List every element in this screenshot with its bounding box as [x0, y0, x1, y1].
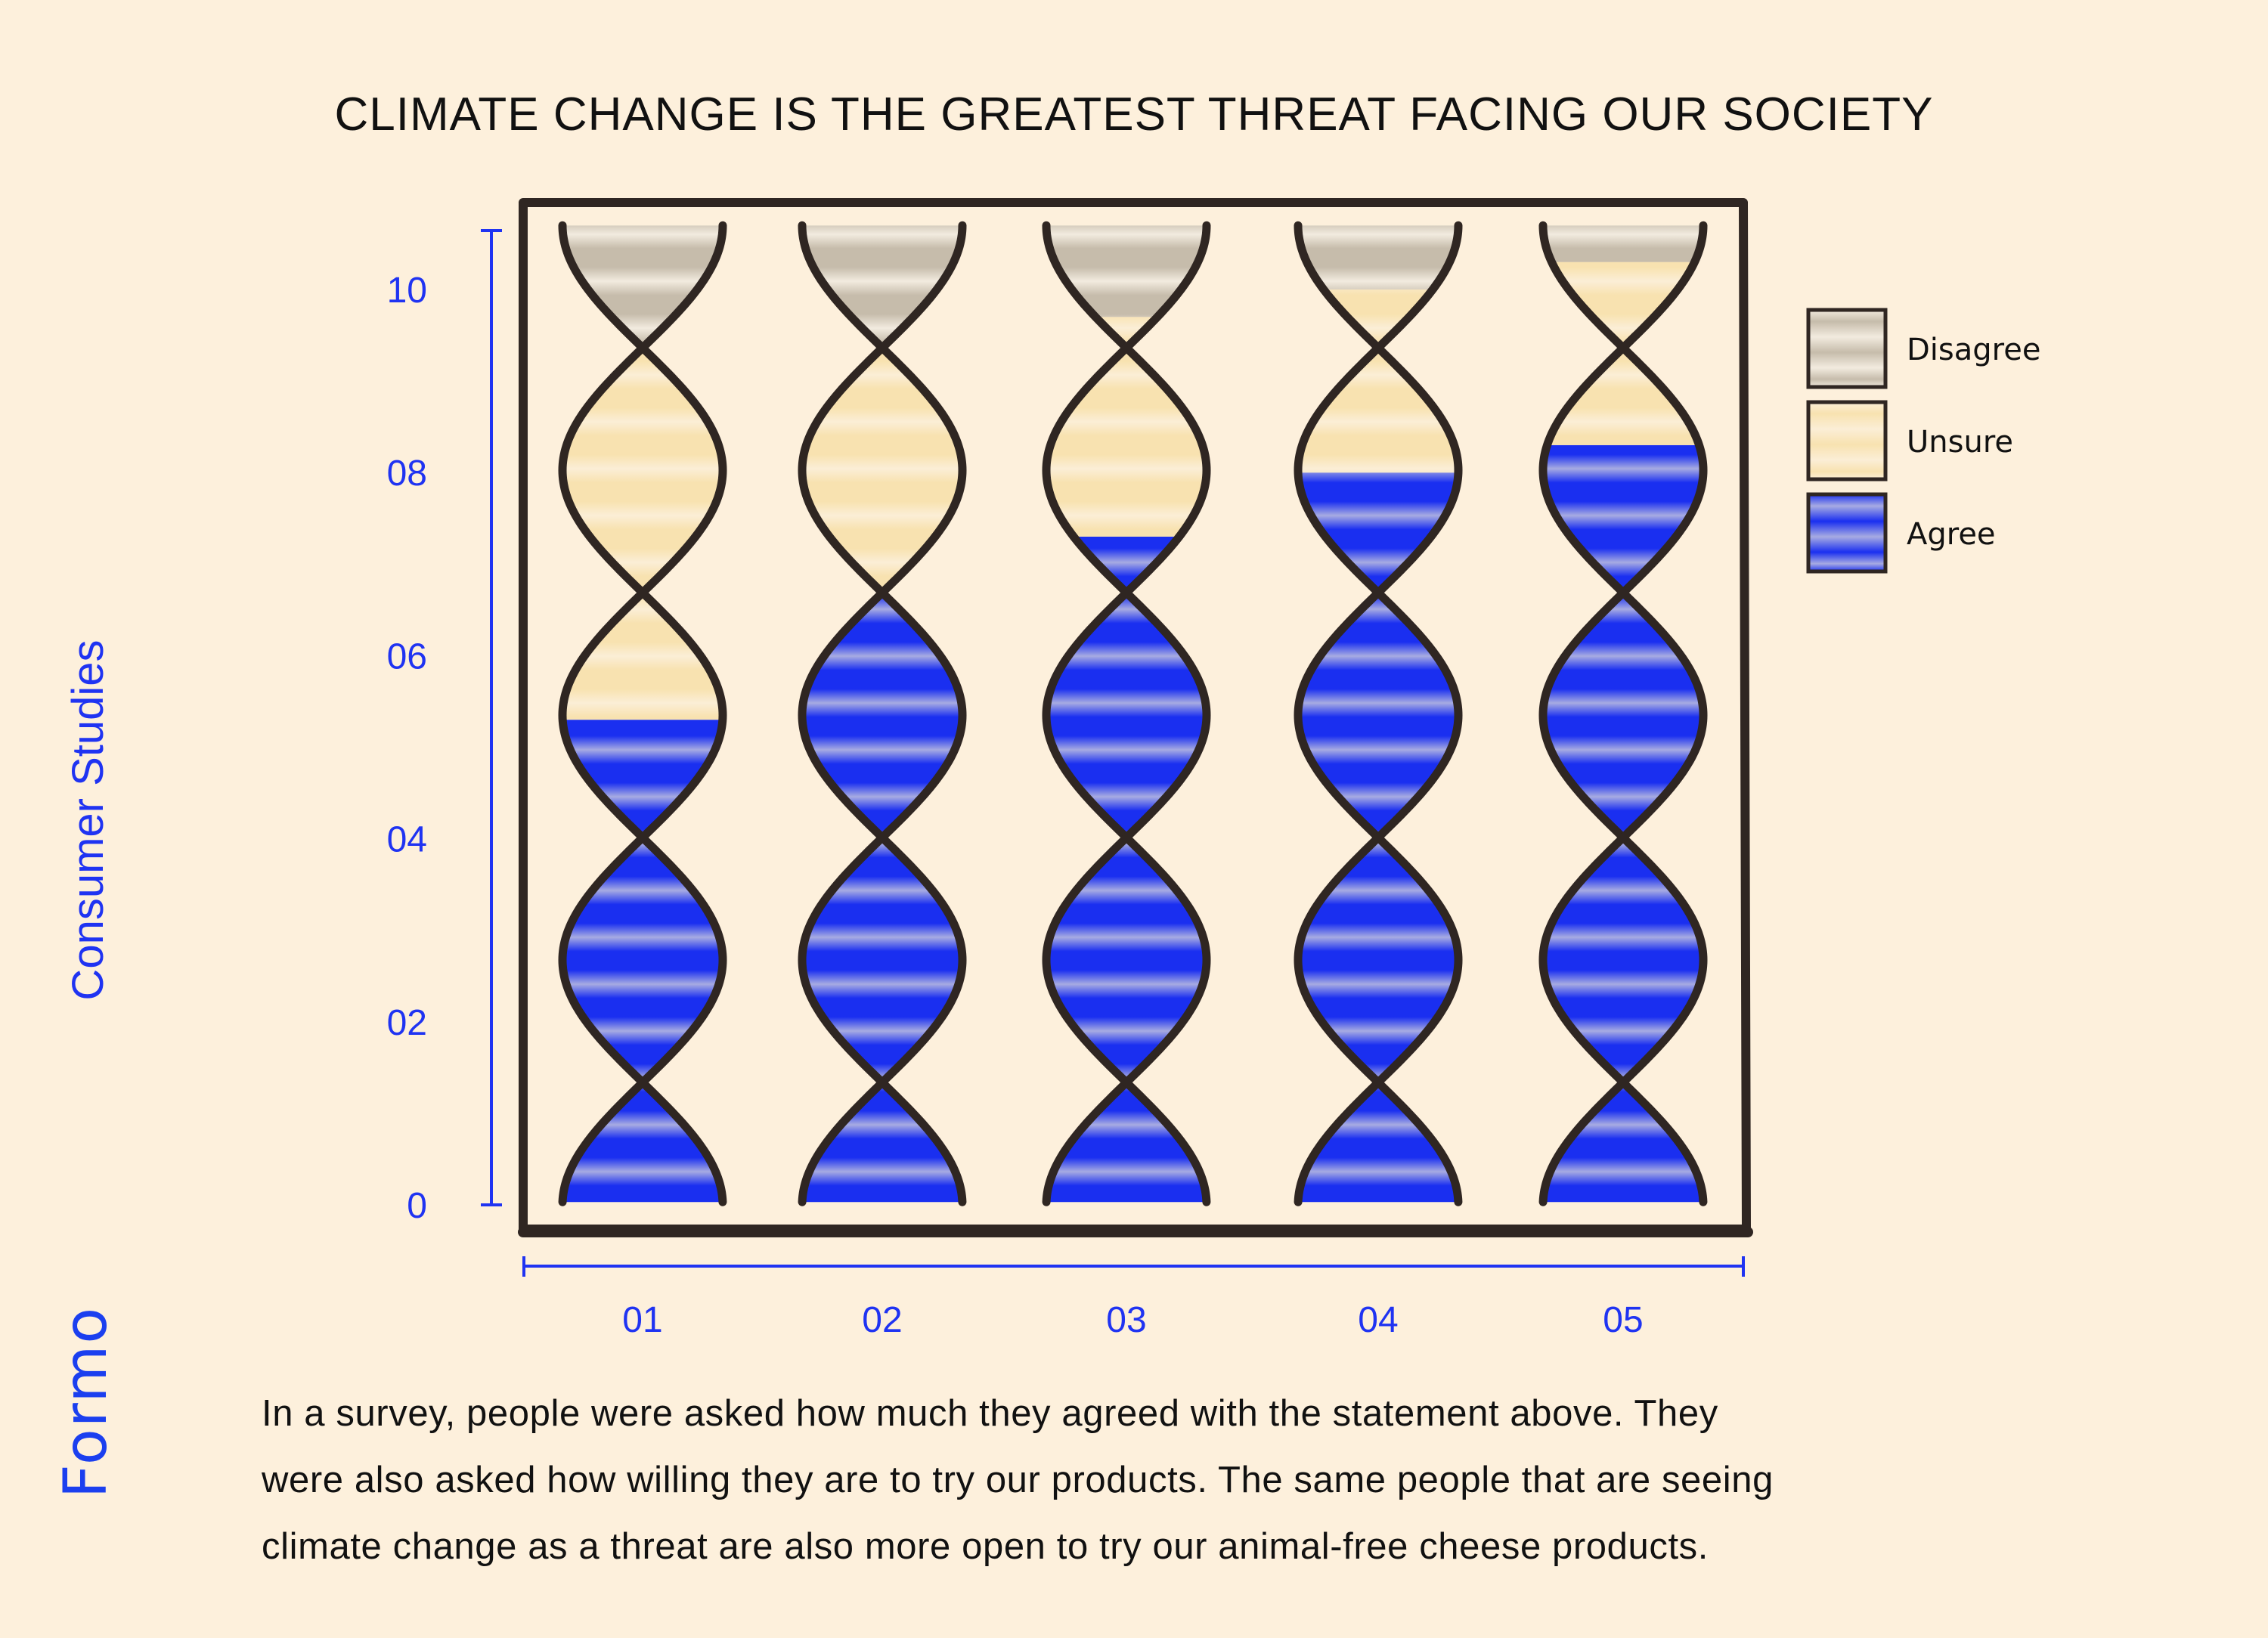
helix-strand — [798, 221, 967, 1206]
segment-unsure-02 — [802, 353, 962, 592]
y-axis-label: Consumer Studies — [64, 639, 113, 1000]
y-tick-label: 08 — [387, 454, 427, 494]
legend-item-unsure: Unsure — [1806, 400, 2013, 481]
legend-swatch — [1806, 400, 1888, 481]
y-tick-label: 04 — [387, 820, 427, 860]
helix-column-02 — [798, 221, 967, 1206]
helix-strand — [558, 221, 727, 1206]
legend: Disagree Unsure Agree — [1806, 308, 2040, 574]
y-tick-label: 02 — [387, 1003, 427, 1043]
y-tick-label: 0 — [407, 1186, 427, 1226]
brand-logo: Formo — [52, 1306, 120, 1498]
helix-column-03 — [1042, 221, 1211, 1206]
helix-strand — [1042, 221, 1211, 1206]
helix-strand — [798, 221, 967, 1206]
segment-agree-02 — [802, 591, 962, 1203]
segment-agree-01 — [562, 720, 723, 1203]
segment-disagree-01 — [562, 225, 723, 354]
helix-column-01 — [558, 221, 727, 1206]
helix-strand — [1538, 221, 1708, 1206]
helix-strand — [1294, 221, 1463, 1206]
y-tick-label: 06 — [387, 636, 427, 677]
helix-strand — [558, 221, 727, 1206]
legend-item-agree: Agree — [1806, 492, 1996, 574]
helix-column-04 — [1294, 221, 1463, 1206]
segment-disagree-02 — [802, 225, 962, 354]
x-tick-label: 01 — [622, 1300, 662, 1340]
legend-swatch — [1806, 308, 1888, 389]
segment-disagree-05 — [1543, 225, 1703, 262]
segment-agree-03 — [1046, 536, 1207, 1203]
helix-strand — [1538, 221, 1708, 1206]
caption-line: In a survey, people were asked how much … — [262, 1393, 1718, 1434]
legend-label: Unsure — [1907, 425, 2013, 460]
x-tick-label: 05 — [1603, 1300, 1643, 1340]
caption-line: were also asked how willing they are to … — [262, 1460, 1774, 1500]
x-tick-label: 02 — [862, 1300, 902, 1340]
legend-label: Disagree — [1907, 333, 2040, 367]
caption: In a survey, people were asked how much … — [262, 1380, 2076, 1580]
y-axis: 0 02 04 06 08 10 — [387, 229, 502, 1226]
segment-disagree-04 — [1298, 225, 1458, 290]
segment-disagree-03 — [1046, 225, 1207, 317]
helix-strand — [1042, 221, 1211, 1206]
x-tick-label: 03 — [1106, 1300, 1146, 1340]
helix-columns — [558, 221, 1708, 1206]
legend-label: Agree — [1907, 517, 1996, 552]
x-tick-label: 04 — [1358, 1300, 1398, 1340]
segment-unsure-04 — [1298, 290, 1458, 473]
helix-column-05 — [1538, 221, 1708, 1206]
legend-item-disagree: Disagree — [1806, 308, 2040, 389]
x-axis: 01 02 03 04 05 — [522, 1256, 1745, 1340]
caption-line: climate change as a threat are also more… — [262, 1526, 1709, 1567]
helix-strand — [1294, 221, 1463, 1206]
legend-swatch — [1806, 492, 1888, 574]
chart-title: CLIMATE CHANGE IS THE GREATEST THREAT FA… — [335, 88, 1934, 141]
y-tick-label: 10 — [387, 271, 427, 311]
segment-agree-05 — [1543, 444, 1703, 1203]
